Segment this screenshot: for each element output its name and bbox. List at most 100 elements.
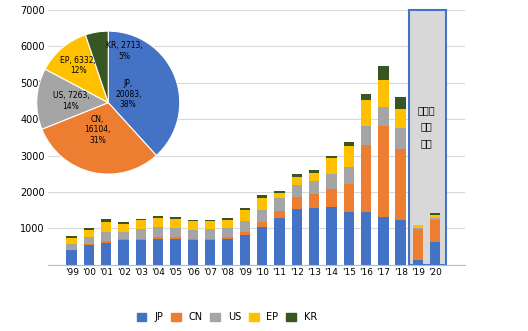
Bar xyxy=(326,174,336,189)
Bar xyxy=(291,185,302,197)
Bar xyxy=(413,228,423,229)
Bar xyxy=(326,156,336,158)
Bar xyxy=(326,158,336,174)
Bar xyxy=(205,229,215,239)
Bar xyxy=(430,220,440,242)
Bar xyxy=(395,128,406,149)
Wedge shape xyxy=(42,103,156,174)
Legend: JP, CN, US, EP, KR: JP, CN, US, EP, KR xyxy=(133,308,321,326)
Text: US, 7263,
14%: US, 7263, 14% xyxy=(53,91,89,111)
Bar xyxy=(171,239,181,265)
Bar xyxy=(153,237,164,239)
Bar xyxy=(118,222,129,224)
Text: KR, 2713,
5%: KR, 2713, 5% xyxy=(106,41,143,61)
Bar xyxy=(118,239,129,240)
Bar xyxy=(361,126,371,145)
Bar xyxy=(344,213,354,265)
Bar xyxy=(67,236,77,238)
Bar xyxy=(136,240,146,265)
Bar xyxy=(171,238,181,239)
Bar xyxy=(187,240,198,265)
Bar xyxy=(84,230,94,237)
Bar xyxy=(136,229,146,239)
Bar xyxy=(171,216,181,218)
Bar xyxy=(257,222,267,226)
Bar xyxy=(153,218,164,227)
Bar xyxy=(187,221,198,230)
Bar xyxy=(413,224,423,225)
Text: EP, 6332,
12%: EP, 6332, 12% xyxy=(60,56,96,75)
Bar xyxy=(344,184,354,213)
Text: CN,
16104,
31%: CN, 16104, 31% xyxy=(84,115,111,145)
Bar xyxy=(171,218,181,228)
Bar xyxy=(171,228,181,238)
Bar xyxy=(430,218,440,220)
Bar xyxy=(222,239,233,265)
Bar xyxy=(291,174,302,177)
Bar xyxy=(274,191,285,193)
Bar xyxy=(67,244,77,250)
Bar xyxy=(205,221,215,229)
Bar xyxy=(187,230,198,239)
Bar xyxy=(413,260,423,265)
Bar xyxy=(361,145,371,212)
Bar xyxy=(205,240,215,265)
Bar xyxy=(101,222,111,232)
Bar xyxy=(430,213,440,215)
Bar xyxy=(430,215,440,218)
Bar xyxy=(257,195,267,198)
Bar xyxy=(187,239,198,240)
Bar xyxy=(67,250,77,265)
Bar xyxy=(101,243,111,265)
Bar xyxy=(257,198,267,210)
Bar xyxy=(361,100,371,126)
Bar xyxy=(240,235,250,265)
Bar xyxy=(153,227,164,237)
Bar xyxy=(395,149,406,220)
Bar xyxy=(344,146,354,167)
Bar xyxy=(309,194,319,209)
Bar xyxy=(240,208,250,210)
Bar xyxy=(118,224,129,232)
Bar xyxy=(361,94,371,100)
Bar xyxy=(291,177,302,185)
Bar xyxy=(413,225,423,228)
Bar xyxy=(326,189,336,207)
Bar xyxy=(309,209,319,265)
Bar xyxy=(395,97,406,109)
Bar xyxy=(413,229,423,260)
Bar xyxy=(136,239,146,240)
Bar xyxy=(409,10,446,265)
Bar xyxy=(187,220,198,221)
Bar xyxy=(395,220,406,265)
Bar xyxy=(118,232,129,239)
Bar xyxy=(361,212,371,265)
Bar xyxy=(378,66,389,80)
Bar xyxy=(274,193,285,198)
Bar xyxy=(153,216,164,218)
Bar xyxy=(84,228,94,230)
Bar xyxy=(378,126,389,217)
Bar xyxy=(222,220,233,228)
Bar xyxy=(153,239,164,265)
Bar xyxy=(136,220,146,229)
Bar xyxy=(378,107,389,126)
Bar xyxy=(344,142,354,146)
Bar xyxy=(274,198,285,211)
Bar xyxy=(205,220,215,221)
Bar xyxy=(257,226,267,265)
Bar xyxy=(84,237,94,244)
Bar xyxy=(274,211,285,218)
Bar xyxy=(240,232,250,235)
Bar xyxy=(291,197,302,210)
Bar xyxy=(395,109,406,128)
Bar xyxy=(101,241,111,243)
Bar xyxy=(326,207,336,265)
Bar xyxy=(136,218,146,220)
Bar xyxy=(291,210,302,265)
Text: JP,
20083,
38%: JP, 20083, 38% xyxy=(115,79,142,109)
Bar xyxy=(205,239,215,240)
Text: 세미개
특허
존재: 세미개 특허 존재 xyxy=(418,105,436,148)
Bar xyxy=(222,228,233,238)
Bar xyxy=(101,219,111,222)
